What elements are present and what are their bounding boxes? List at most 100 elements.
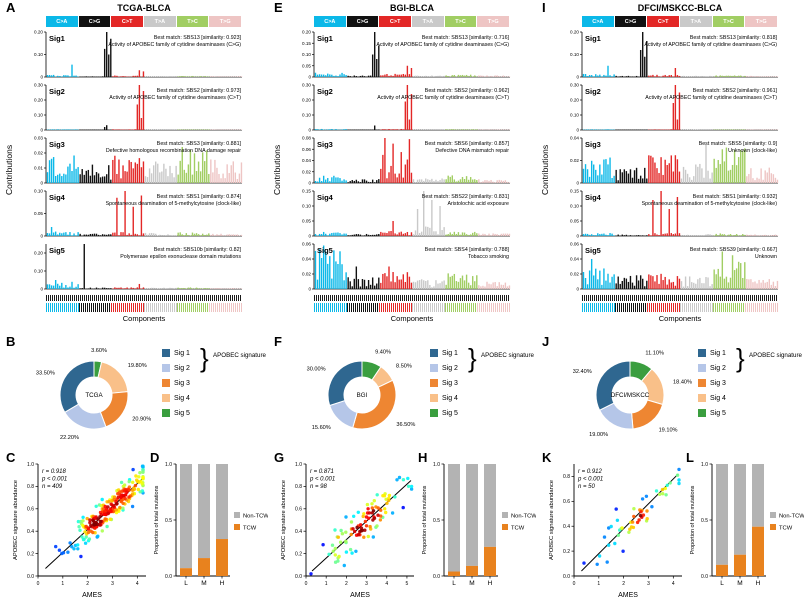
bar-non-tcw [734, 464, 746, 555]
bar [414, 75, 417, 77]
bar [506, 286, 509, 289]
bar [635, 275, 638, 289]
bar [52, 285, 55, 289]
bar [494, 75, 496, 77]
bar [112, 159, 114, 183]
bar [175, 235, 177, 236]
bar [599, 234, 601, 236]
bar [605, 280, 607, 289]
data-point [141, 470, 145, 474]
bar [388, 266, 390, 289]
bar [423, 280, 425, 289]
bar [447, 76, 449, 77]
bar [472, 76, 474, 77]
bar [746, 279, 748, 289]
bar [619, 283, 621, 289]
bar [695, 75, 697, 77]
component-label-group-3 [144, 303, 177, 312]
bar [73, 75, 75, 77]
bar [623, 235, 626, 236]
x-tick-label: L [452, 580, 456, 587]
bar [144, 176, 147, 183]
bar [425, 178, 427, 183]
bar [684, 169, 687, 183]
bar [668, 75, 670, 77]
data-point [353, 529, 357, 534]
signature-legend: Sig 1 Sig 2 Sig 3 Sig 4 Sig 5} APOBEC signatu… [698, 345, 804, 440]
data-point [663, 486, 667, 491]
bar [106, 174, 108, 183]
bar [343, 233, 345, 236]
donut-percent-label: 9.40% [375, 350, 391, 356]
bar [772, 235, 775, 236]
bar [705, 144, 707, 183]
bar [420, 179, 423, 183]
bar [500, 180, 502, 183]
bar [609, 233, 611, 236]
bar [412, 281, 415, 289]
bar [179, 232, 181, 236]
y-tick-label: 0.15 [302, 41, 311, 46]
signature-name: Sig2 [49, 87, 65, 96]
bar [607, 235, 609, 236]
bar [114, 155, 116, 183]
substitution-type-C>G: C>G [78, 16, 111, 27]
bar [748, 76, 750, 77]
bar [717, 235, 719, 236]
bar [502, 284, 505, 289]
bar [652, 200, 654, 236]
bar [695, 283, 697, 289]
bar [210, 159, 212, 183]
data-point [98, 519, 103, 524]
bar [208, 233, 210, 236]
bar [216, 167, 218, 183]
data-point [76, 519, 81, 524]
bar [465, 74, 468, 77]
signature-charts: 0 0.10 0.20 Sig1 Best match: SBS13 [similari… [542, 29, 804, 313]
bar [459, 234, 462, 236]
bar [754, 180, 756, 183]
x-tick-label: H [488, 580, 493, 587]
data-point [368, 524, 372, 529]
data-point [333, 553, 337, 557]
bar [199, 76, 202, 77]
bar [343, 74, 345, 77]
data-point [665, 483, 669, 487]
bar [138, 235, 141, 236]
bar [774, 76, 777, 77]
bar [476, 129, 478, 130]
data-point [645, 517, 649, 521]
bar [222, 235, 224, 236]
bar [134, 129, 136, 130]
y-tick-label: 0.02 [34, 151, 43, 156]
bar [678, 92, 681, 130]
bar [676, 119, 679, 130]
bar [613, 235, 615, 236]
bar [629, 235, 632, 236]
x-tick-label: 3 [365, 581, 368, 587]
bar [347, 235, 349, 236]
bar [648, 75, 650, 77]
bar [130, 161, 132, 183]
bar [472, 129, 474, 130]
bar [173, 235, 175, 236]
bar [171, 235, 173, 236]
bar [128, 233, 130, 236]
bar [691, 179, 693, 183]
data-point [387, 498, 391, 503]
bar [682, 166, 685, 183]
component-colored-labels-strip [46, 303, 243, 312]
bar [639, 175, 642, 183]
bar [355, 76, 358, 77]
bar [701, 168, 703, 183]
scatter-plot: 0.0 0.2 0.4 0.6 0.8 0 1 2 3 4 APOBEC signature abu… [544, 456, 686, 612]
bar [103, 234, 106, 236]
data-point [350, 551, 354, 555]
data-point [361, 514, 365, 519]
bar [327, 235, 329, 236]
bar [502, 75, 505, 77]
bar [439, 283, 441, 289]
component-label-group-5 [477, 303, 511, 312]
